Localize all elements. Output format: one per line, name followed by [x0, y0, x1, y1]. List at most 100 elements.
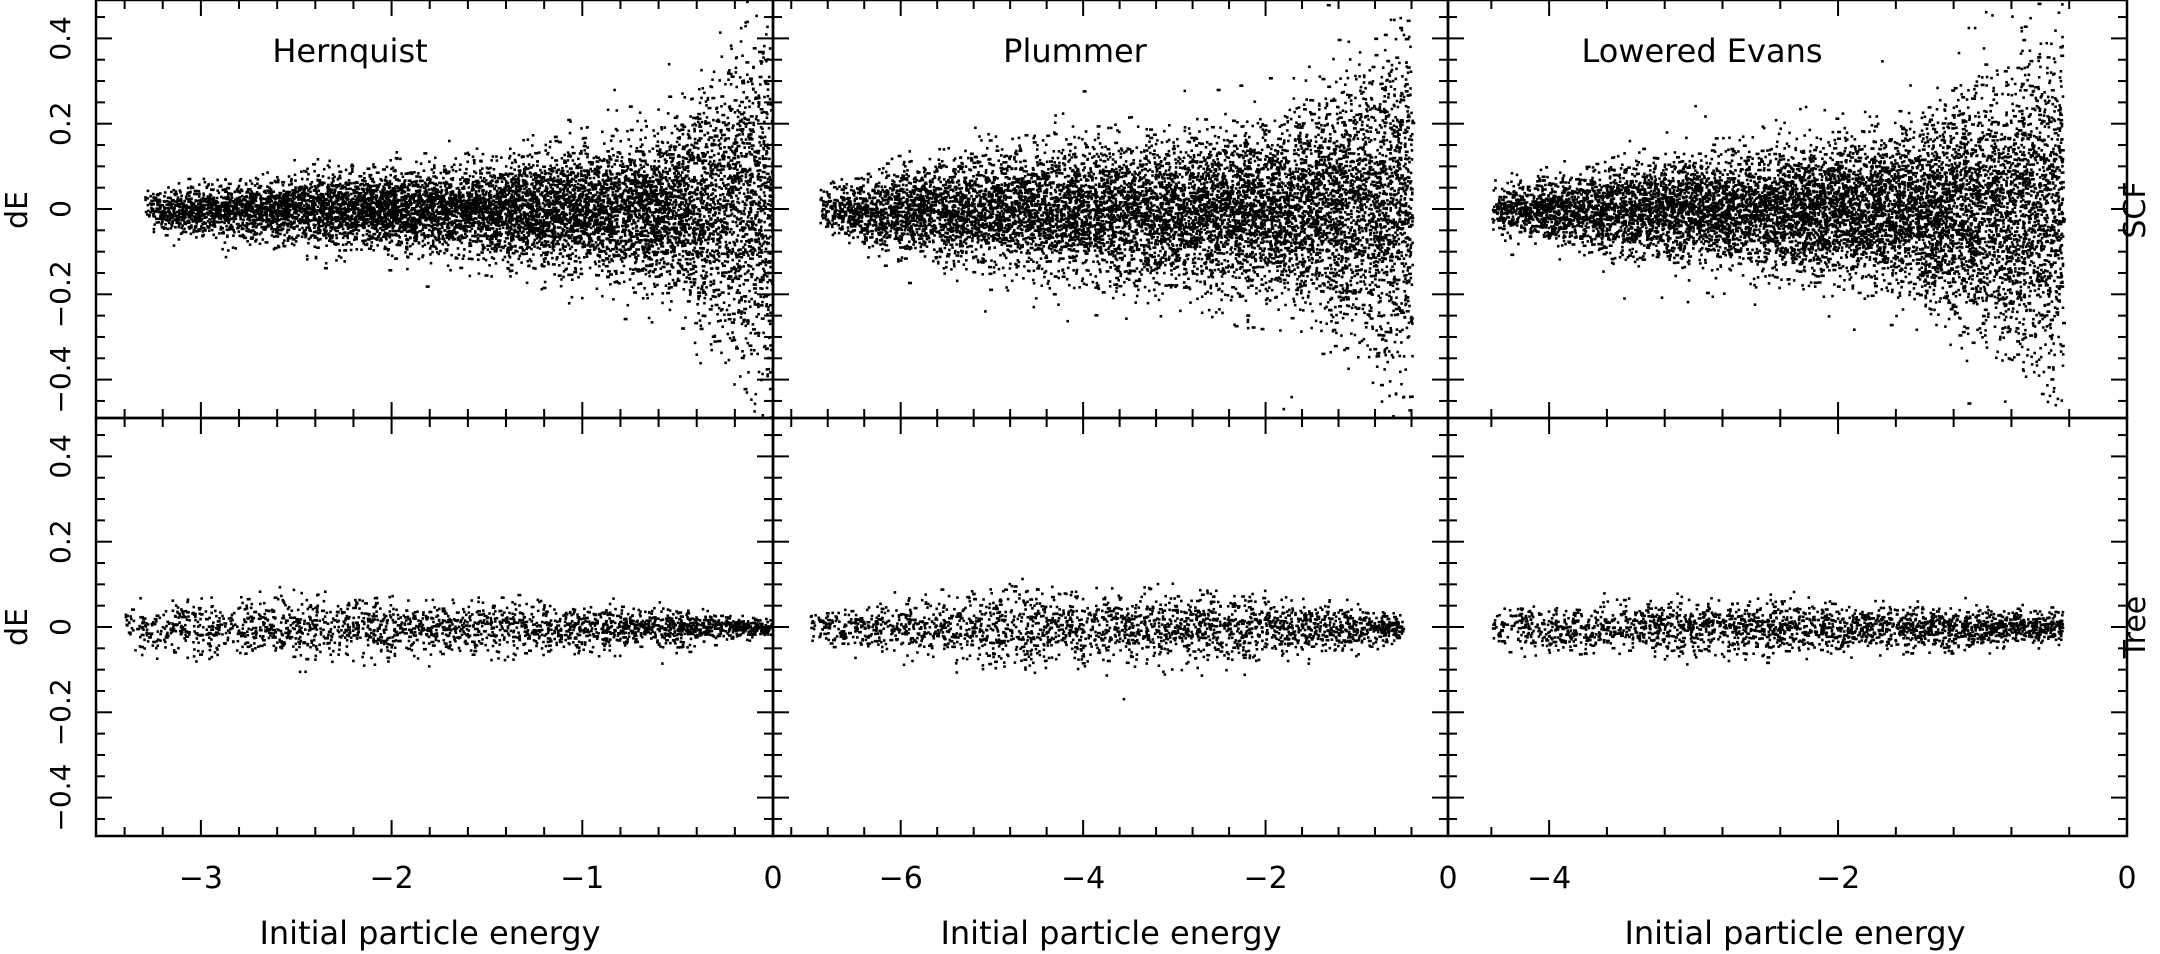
data-point [472, 222, 475, 225]
data-point [681, 250, 685, 253]
data-point [526, 259, 530, 263]
data-point [436, 224, 439, 227]
data-point [282, 194, 285, 198]
data-point [425, 223, 429, 227]
data-point [680, 213, 684, 216]
data-point [623, 317, 628, 321]
data-point [685, 206, 690, 210]
data-point [730, 145, 734, 148]
data-point [355, 220, 358, 224]
data-point [233, 213, 237, 216]
data-point [706, 121, 711, 125]
data-point [276, 213, 280, 216]
data-point [449, 213, 452, 216]
data-point [738, 274, 743, 278]
data-point [220, 195, 223, 199]
data-point [422, 169, 426, 172]
data-point [598, 207, 601, 211]
data-point [656, 149, 659, 153]
data-point [558, 264, 561, 267]
data-point [202, 194, 206, 197]
data-point [737, 301, 741, 304]
data-point [738, 104, 741, 108]
data-point [670, 131, 674, 135]
data-point [216, 178, 219, 182]
data-point [691, 222, 694, 226]
data-point [665, 170, 669, 174]
data-point [741, 130, 744, 133]
data-point [624, 212, 627, 216]
data-point [623, 248, 628, 251]
data-point [663, 208, 667, 212]
data-point [737, 265, 740, 269]
data-point [166, 227, 170, 231]
data-point [611, 232, 614, 235]
data-point [503, 186, 508, 190]
data-point [677, 241, 680, 244]
data-point [660, 178, 663, 181]
data-point [536, 241, 539, 245]
data-point [429, 253, 432, 256]
data-point [588, 188, 591, 191]
data-point [252, 194, 255, 197]
data-point [675, 181, 679, 184]
data-point [387, 214, 391, 217]
data-point [729, 214, 733, 217]
data-point [378, 197, 382, 200]
data-point [762, 242, 765, 246]
data-point [597, 209, 601, 212]
data-point [361, 182, 365, 186]
data-point [625, 205, 629, 209]
data-point [327, 194, 330, 197]
data-point [704, 100, 708, 103]
data-point [609, 202, 614, 205]
data-point [187, 200, 190, 204]
data-point [586, 206, 590, 210]
data-point [727, 137, 730, 140]
data-point [736, 177, 739, 180]
data-point [651, 192, 655, 196]
data-point [703, 314, 707, 318]
data-point [177, 238, 181, 241]
data-point [639, 282, 643, 285]
data-point [730, 180, 734, 184]
data-point [246, 188, 250, 191]
data-point [320, 194, 323, 197]
data-point [404, 172, 409, 175]
data-point [717, 339, 722, 343]
data-point [644, 272, 648, 276]
data-point [273, 246, 278, 250]
data-point [702, 159, 706, 162]
data-point [636, 179, 639, 182]
data-point [546, 152, 549, 156]
data-point [450, 236, 454, 240]
data-point [762, 273, 767, 277]
data-point [723, 133, 726, 137]
data-point [762, 331, 765, 335]
data-point [580, 222, 583, 226]
data-point [653, 191, 656, 194]
data-point [430, 234, 433, 238]
data-point [712, 279, 716, 283]
data-point [707, 214, 711, 218]
data-point [624, 199, 628, 203]
data-point [300, 177, 304, 181]
data-point [745, 152, 748, 156]
data-point [177, 224, 181, 227]
data-point [691, 212, 695, 216]
data-point [305, 170, 308, 174]
data-point [511, 251, 516, 255]
data-point [522, 138, 525, 142]
data-point [319, 192, 323, 196]
data-point [650, 183, 654, 187]
data-point [623, 251, 626, 254]
data-point [526, 154, 529, 158]
data-point [551, 247, 555, 251]
data-point [734, 252, 737, 255]
data-point [262, 225, 266, 229]
data-point [491, 210, 495, 213]
data-point [613, 181, 618, 184]
data-point [558, 226, 562, 229]
data-point [738, 299, 741, 302]
data-point [266, 171, 269, 174]
